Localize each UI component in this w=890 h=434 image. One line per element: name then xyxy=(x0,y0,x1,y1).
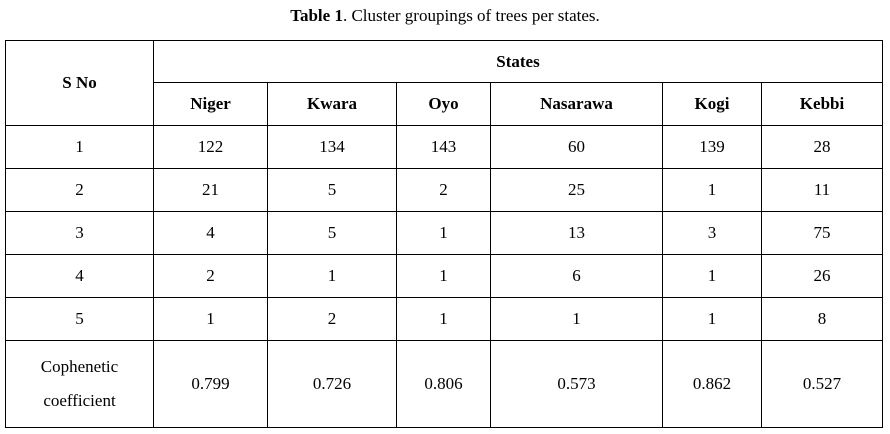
header-row-columns: Niger Kwara Oyo Nasarawa Kogi Kebbi xyxy=(6,82,883,126)
cell-nasarawa: 1 xyxy=(490,297,663,341)
cell-oyo: 1 xyxy=(396,211,491,255)
cell-nasarawa: 13 xyxy=(490,211,663,255)
header-niger: Niger xyxy=(153,82,268,126)
cell-niger: 4 xyxy=(153,211,268,255)
header-row-group: S No States xyxy=(5,40,883,126)
row-label: 4 xyxy=(5,254,154,298)
row-label: Cophenetic coefficient xyxy=(5,340,154,428)
header-kogi: Kogi xyxy=(662,82,762,126)
cell-nasarawa: 0.573 xyxy=(490,340,663,428)
cell-oyo: 1 xyxy=(396,297,491,341)
cell-kogi: 1 xyxy=(662,297,762,341)
table-row: 1 122 134 143 60 139 28 xyxy=(5,125,883,169)
cell-niger: 2 xyxy=(153,254,268,298)
caption-label: Table 1 xyxy=(290,6,343,25)
cell-niger: 122 xyxy=(153,125,268,169)
cell-niger: 0.799 xyxy=(153,340,268,428)
row-label: 2 xyxy=(5,168,154,212)
cell-kogi: 3 xyxy=(662,211,762,255)
cell-kogi: 1 xyxy=(662,254,762,298)
cluster-table: S No States Niger Kwara Oyo Nasarawa Kog… xyxy=(5,40,883,428)
cell-nasarawa: 6 xyxy=(490,254,663,298)
header-sno: S No xyxy=(5,40,154,126)
cell-kwara: 5 xyxy=(267,211,397,255)
table-caption: Table 1. Cluster groupings of trees per … xyxy=(0,5,890,27)
cell-oyo: 143 xyxy=(396,125,491,169)
cell-kwara: 2 xyxy=(267,297,397,341)
table-row: 4 2 1 1 6 1 26 xyxy=(5,254,883,298)
header-nasarawa: Nasarawa xyxy=(490,82,663,126)
header-states: States xyxy=(153,40,883,83)
cell-kogi: 1 xyxy=(662,168,762,212)
row-label-line: Cophenetic xyxy=(40,357,119,376)
cell-kebbi: 0.527 xyxy=(761,340,883,428)
cell-kwara: 1 xyxy=(267,254,397,298)
cell-oyo: 0.806 xyxy=(396,340,491,428)
cell-kebbi: 28 xyxy=(761,125,883,169)
row-label-line: coefficient xyxy=(43,391,116,410)
cell-kwara: 0.726 xyxy=(267,340,397,428)
table-row: Cophenetic coefficient 0.799 0.726 0.806… xyxy=(5,340,883,428)
table-row: 2 21 5 2 25 1 11 xyxy=(5,168,883,212)
cell-kebbi: 8 xyxy=(761,297,883,341)
cell-niger: 1 xyxy=(153,297,268,341)
cell-kebbi: 75 xyxy=(761,211,883,255)
cell-kogi: 0.862 xyxy=(662,340,762,428)
cell-kwara: 5 xyxy=(267,168,397,212)
header-oyo: Oyo xyxy=(396,82,491,126)
cell-kogi: 139 xyxy=(662,125,762,169)
header-kwara: Kwara xyxy=(267,82,397,126)
cell-kebbi: 11 xyxy=(761,168,883,212)
table-row: 5 1 2 1 1 1 8 xyxy=(5,297,883,341)
cell-oyo: 1 xyxy=(396,254,491,298)
header-kebbi: Kebbi xyxy=(761,82,883,126)
cell-nasarawa: 25 xyxy=(490,168,663,212)
cell-kebbi: 26 xyxy=(761,254,883,298)
cell-niger: 21 xyxy=(153,168,268,212)
caption-text: . Cluster groupings of trees per states. xyxy=(342,6,600,25)
cell-oyo: 2 xyxy=(396,168,491,212)
row-label: 1 xyxy=(5,125,154,169)
cell-kwara: 134 xyxy=(267,125,397,169)
cell-nasarawa: 60 xyxy=(490,125,663,169)
row-label: 3 xyxy=(5,211,154,255)
row-label: 5 xyxy=(5,297,154,341)
table-row: 3 4 5 1 13 3 75 xyxy=(5,211,883,255)
